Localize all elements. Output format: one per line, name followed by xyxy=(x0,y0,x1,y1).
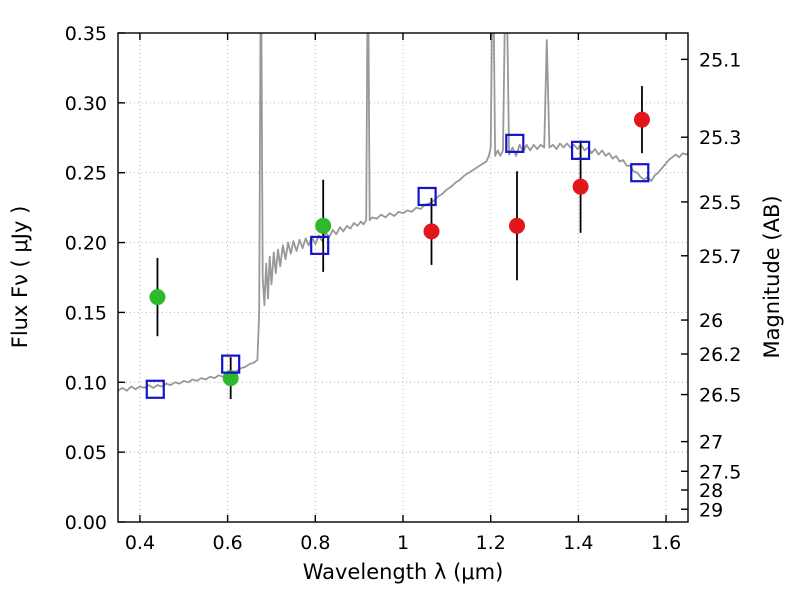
observed-optical-marker xyxy=(149,289,166,306)
y2-axis-label: Magnitude (AB) xyxy=(760,195,784,358)
y-tick-label: 0.35 xyxy=(65,23,107,45)
x-tick-label: 0.8 xyxy=(300,532,330,554)
x-tick-label: 0.4 xyxy=(125,532,155,554)
x-tick-label: 1 xyxy=(397,532,409,554)
model-photometry-marker xyxy=(221,354,241,374)
y-tick-label: 0.15 xyxy=(65,302,107,324)
y-axis-label: Flux Fν ( μJy ) xyxy=(8,206,32,349)
y-tick-label: 0.05 xyxy=(65,442,107,464)
magnitude-tick-label: 25.1 xyxy=(699,49,741,71)
magnitude-tick-label: 27.5 xyxy=(699,461,741,483)
y-tick-label: 0.20 xyxy=(65,233,107,255)
y-tick-label: 0.00 xyxy=(65,512,107,534)
y-tick-label: 0.30 xyxy=(65,93,107,115)
observed-optical-marker xyxy=(315,217,332,234)
observed-infrared-marker xyxy=(572,178,589,195)
magnitude-tick-label: 26.5 xyxy=(699,385,741,407)
magnitude-tick-label: 25.7 xyxy=(699,246,741,268)
x-tick-label: 1.2 xyxy=(476,532,506,554)
magnitude-tick-label: 25.5 xyxy=(699,192,741,214)
magnitude-tick-label: 27 xyxy=(699,432,723,454)
chart-layers: 0.4 0.6 0.8 1 1.2 1.4 1.6 0.00 0.05 0.10 0.15 0.20 0… xyxy=(65,23,742,554)
x-axis-label: Wavelength λ (μm) xyxy=(303,560,504,584)
model-photometry-marker xyxy=(145,379,165,399)
model-photometry-marker xyxy=(570,140,591,160)
magnitude-tick-label: 26.2 xyxy=(699,344,741,366)
x-tick-label: 0.6 xyxy=(213,532,243,554)
model-photometry-marker xyxy=(505,133,525,153)
observed-optical-marker xyxy=(222,370,239,387)
model-photometry-marker xyxy=(630,163,650,183)
magnitude-tick-label: 28 xyxy=(699,480,723,502)
magnitude-tick-label: 26 xyxy=(699,310,723,332)
observed-infrared-marker xyxy=(633,111,650,128)
x-tick-label: 1.6 xyxy=(651,532,681,554)
model-photometry-marker xyxy=(417,186,437,207)
model-photometry-marker xyxy=(310,235,330,255)
observed-infrared-marker xyxy=(423,223,440,240)
y-tick-label: 0.25 xyxy=(65,163,107,185)
magnitude-tick-label: 25.3 xyxy=(699,127,741,149)
model-spectrum-line xyxy=(118,33,688,392)
x-tick-label: 1.4 xyxy=(563,532,593,554)
magnitude-tick-label: 29 xyxy=(699,499,723,521)
y-tick-label: 0.10 xyxy=(65,372,107,394)
observed-infrared-marker xyxy=(509,217,525,234)
